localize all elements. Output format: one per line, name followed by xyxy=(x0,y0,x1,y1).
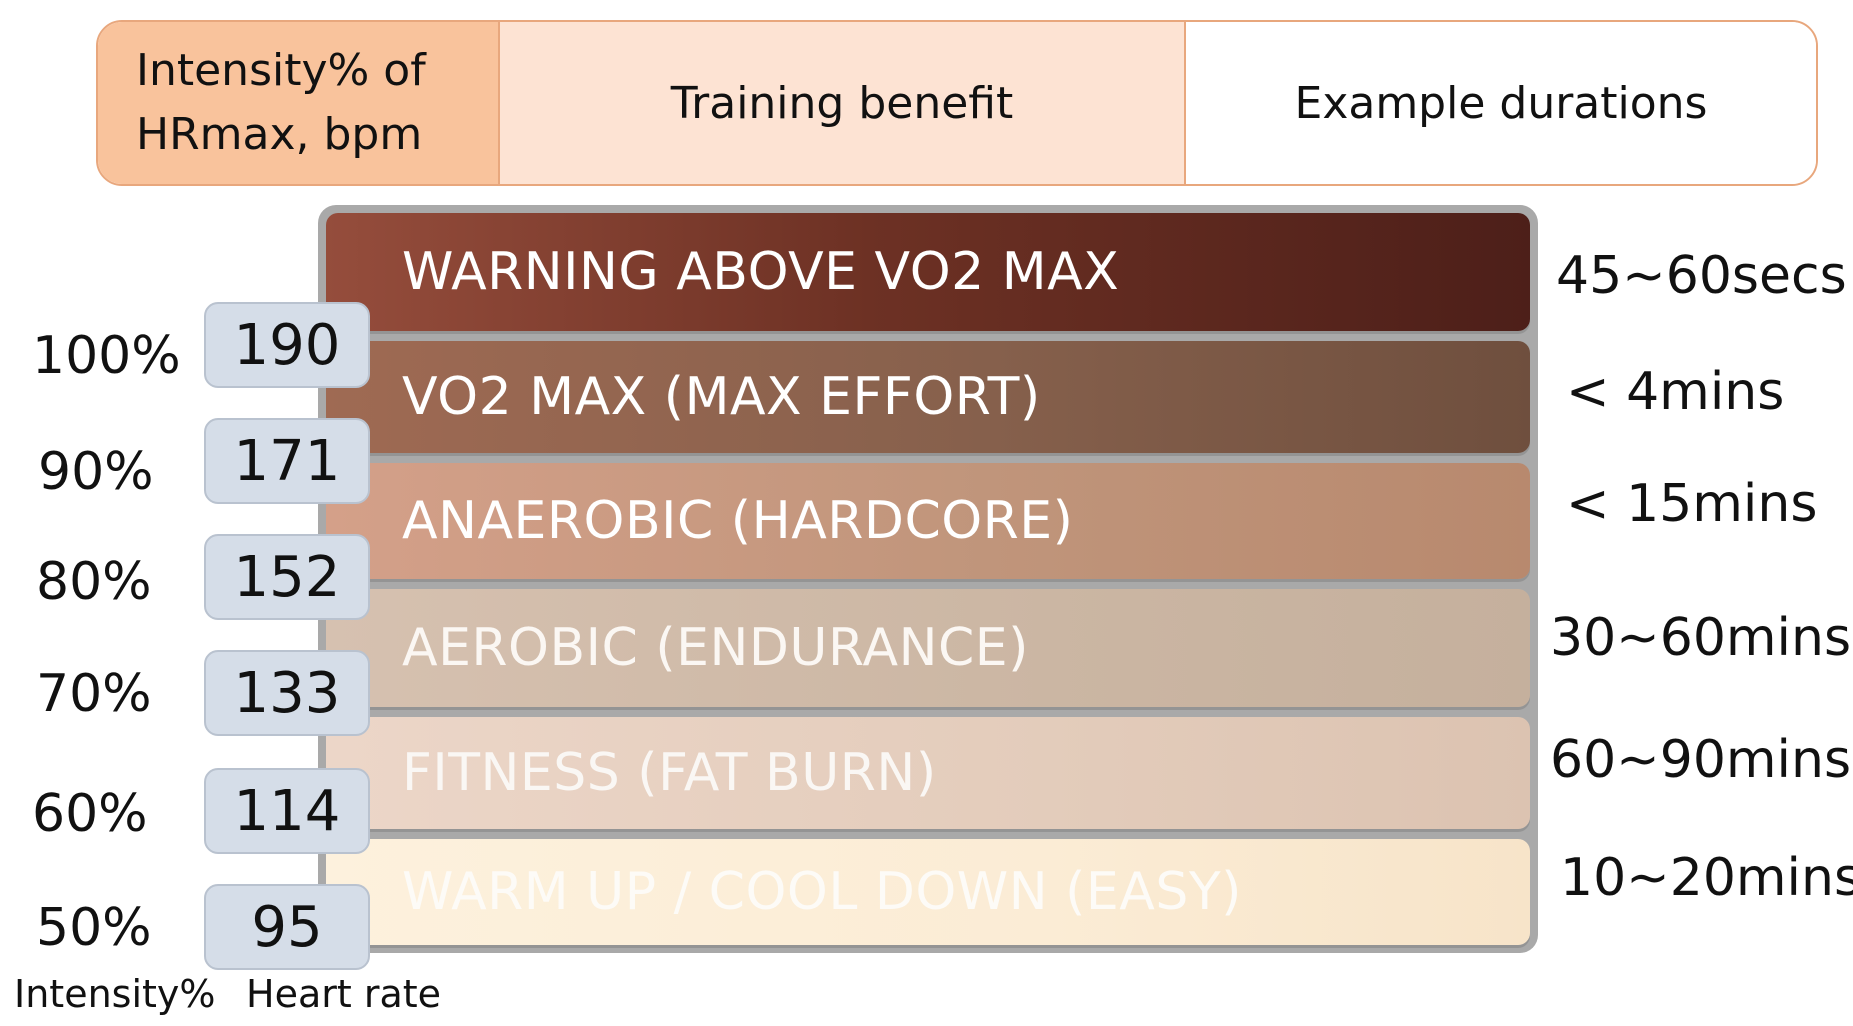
heart-rate-badge: 152 xyxy=(204,534,370,620)
zone-label: WARM UP / COOL DOWN (EASY) xyxy=(402,862,1242,922)
zone-label: VO2 MAX (MAX EFFORT) xyxy=(402,367,1041,427)
header-training-benefit: Training benefit xyxy=(500,22,1186,184)
zone-fitness: FITNESS (FAT BURN) xyxy=(326,717,1530,829)
zone-vo2max: VO2 MAX (MAX EFFORT) xyxy=(326,341,1530,453)
header-intensity-line1: Intensity% of xyxy=(136,45,426,96)
zone-anaerobic: ANAEROBIC (HARDCORE) xyxy=(326,463,1530,579)
intensity-percent: 70% xyxy=(36,664,152,724)
zone-label: FITNESS (FAT BURN) xyxy=(402,743,937,803)
table-header: Intensity% of HRmax, bpm Training benefi… xyxy=(96,20,1818,186)
heart-rate-axis-label: Heart rate xyxy=(246,972,442,1016)
zone-label: ANAEROBIC (HARDCORE) xyxy=(402,491,1074,551)
zones-column: WARNING ABOVE VO2 MAX VO2 MAX (MAX EFFOR… xyxy=(318,205,1538,953)
zone-warm-up: WARM UP / COOL DOWN (EASY) xyxy=(326,839,1530,945)
zone-aerobic: AEROBIC (ENDURANCE) xyxy=(326,589,1530,707)
zone-duration: 60~90mins xyxy=(1550,730,1852,790)
heart-rate-badge: 171 xyxy=(204,418,370,504)
header-intensity-line2: HRmax, bpm xyxy=(136,109,423,160)
intensity-axis-label: Intensity% xyxy=(14,972,216,1016)
zone-duration: 10~20mins xyxy=(1560,848,1853,908)
zone-warning-above-vo2max: WARNING ABOVE VO2 MAX xyxy=(326,213,1530,331)
zone-duration: < 4mins xyxy=(1566,362,1785,422)
heart-rate-badge: 133 xyxy=(204,650,370,736)
zone-duration: 45~60secs xyxy=(1556,246,1847,306)
intensity-percent: 100% xyxy=(32,326,181,386)
heart-rate-badge: 190 xyxy=(204,302,370,388)
intensity-percent: 60% xyxy=(32,784,148,844)
zone-duration: 30~60mins xyxy=(1550,608,1852,668)
intensity-percent: 50% xyxy=(36,898,152,958)
header-example-durations: Example durations xyxy=(1186,22,1816,184)
intensity-percent: 80% xyxy=(36,552,152,612)
zone-label: AEROBIC (ENDURANCE) xyxy=(402,618,1029,678)
zone-duration: < 15mins xyxy=(1566,474,1818,534)
zone-label: WARNING ABOVE VO2 MAX xyxy=(402,242,1120,302)
heart-rate-badge: 95 xyxy=(204,884,370,970)
header-intensity: Intensity% of HRmax, bpm xyxy=(98,22,500,184)
intensity-percent: 90% xyxy=(38,442,154,502)
heart-rate-badge: 114 xyxy=(204,768,370,854)
